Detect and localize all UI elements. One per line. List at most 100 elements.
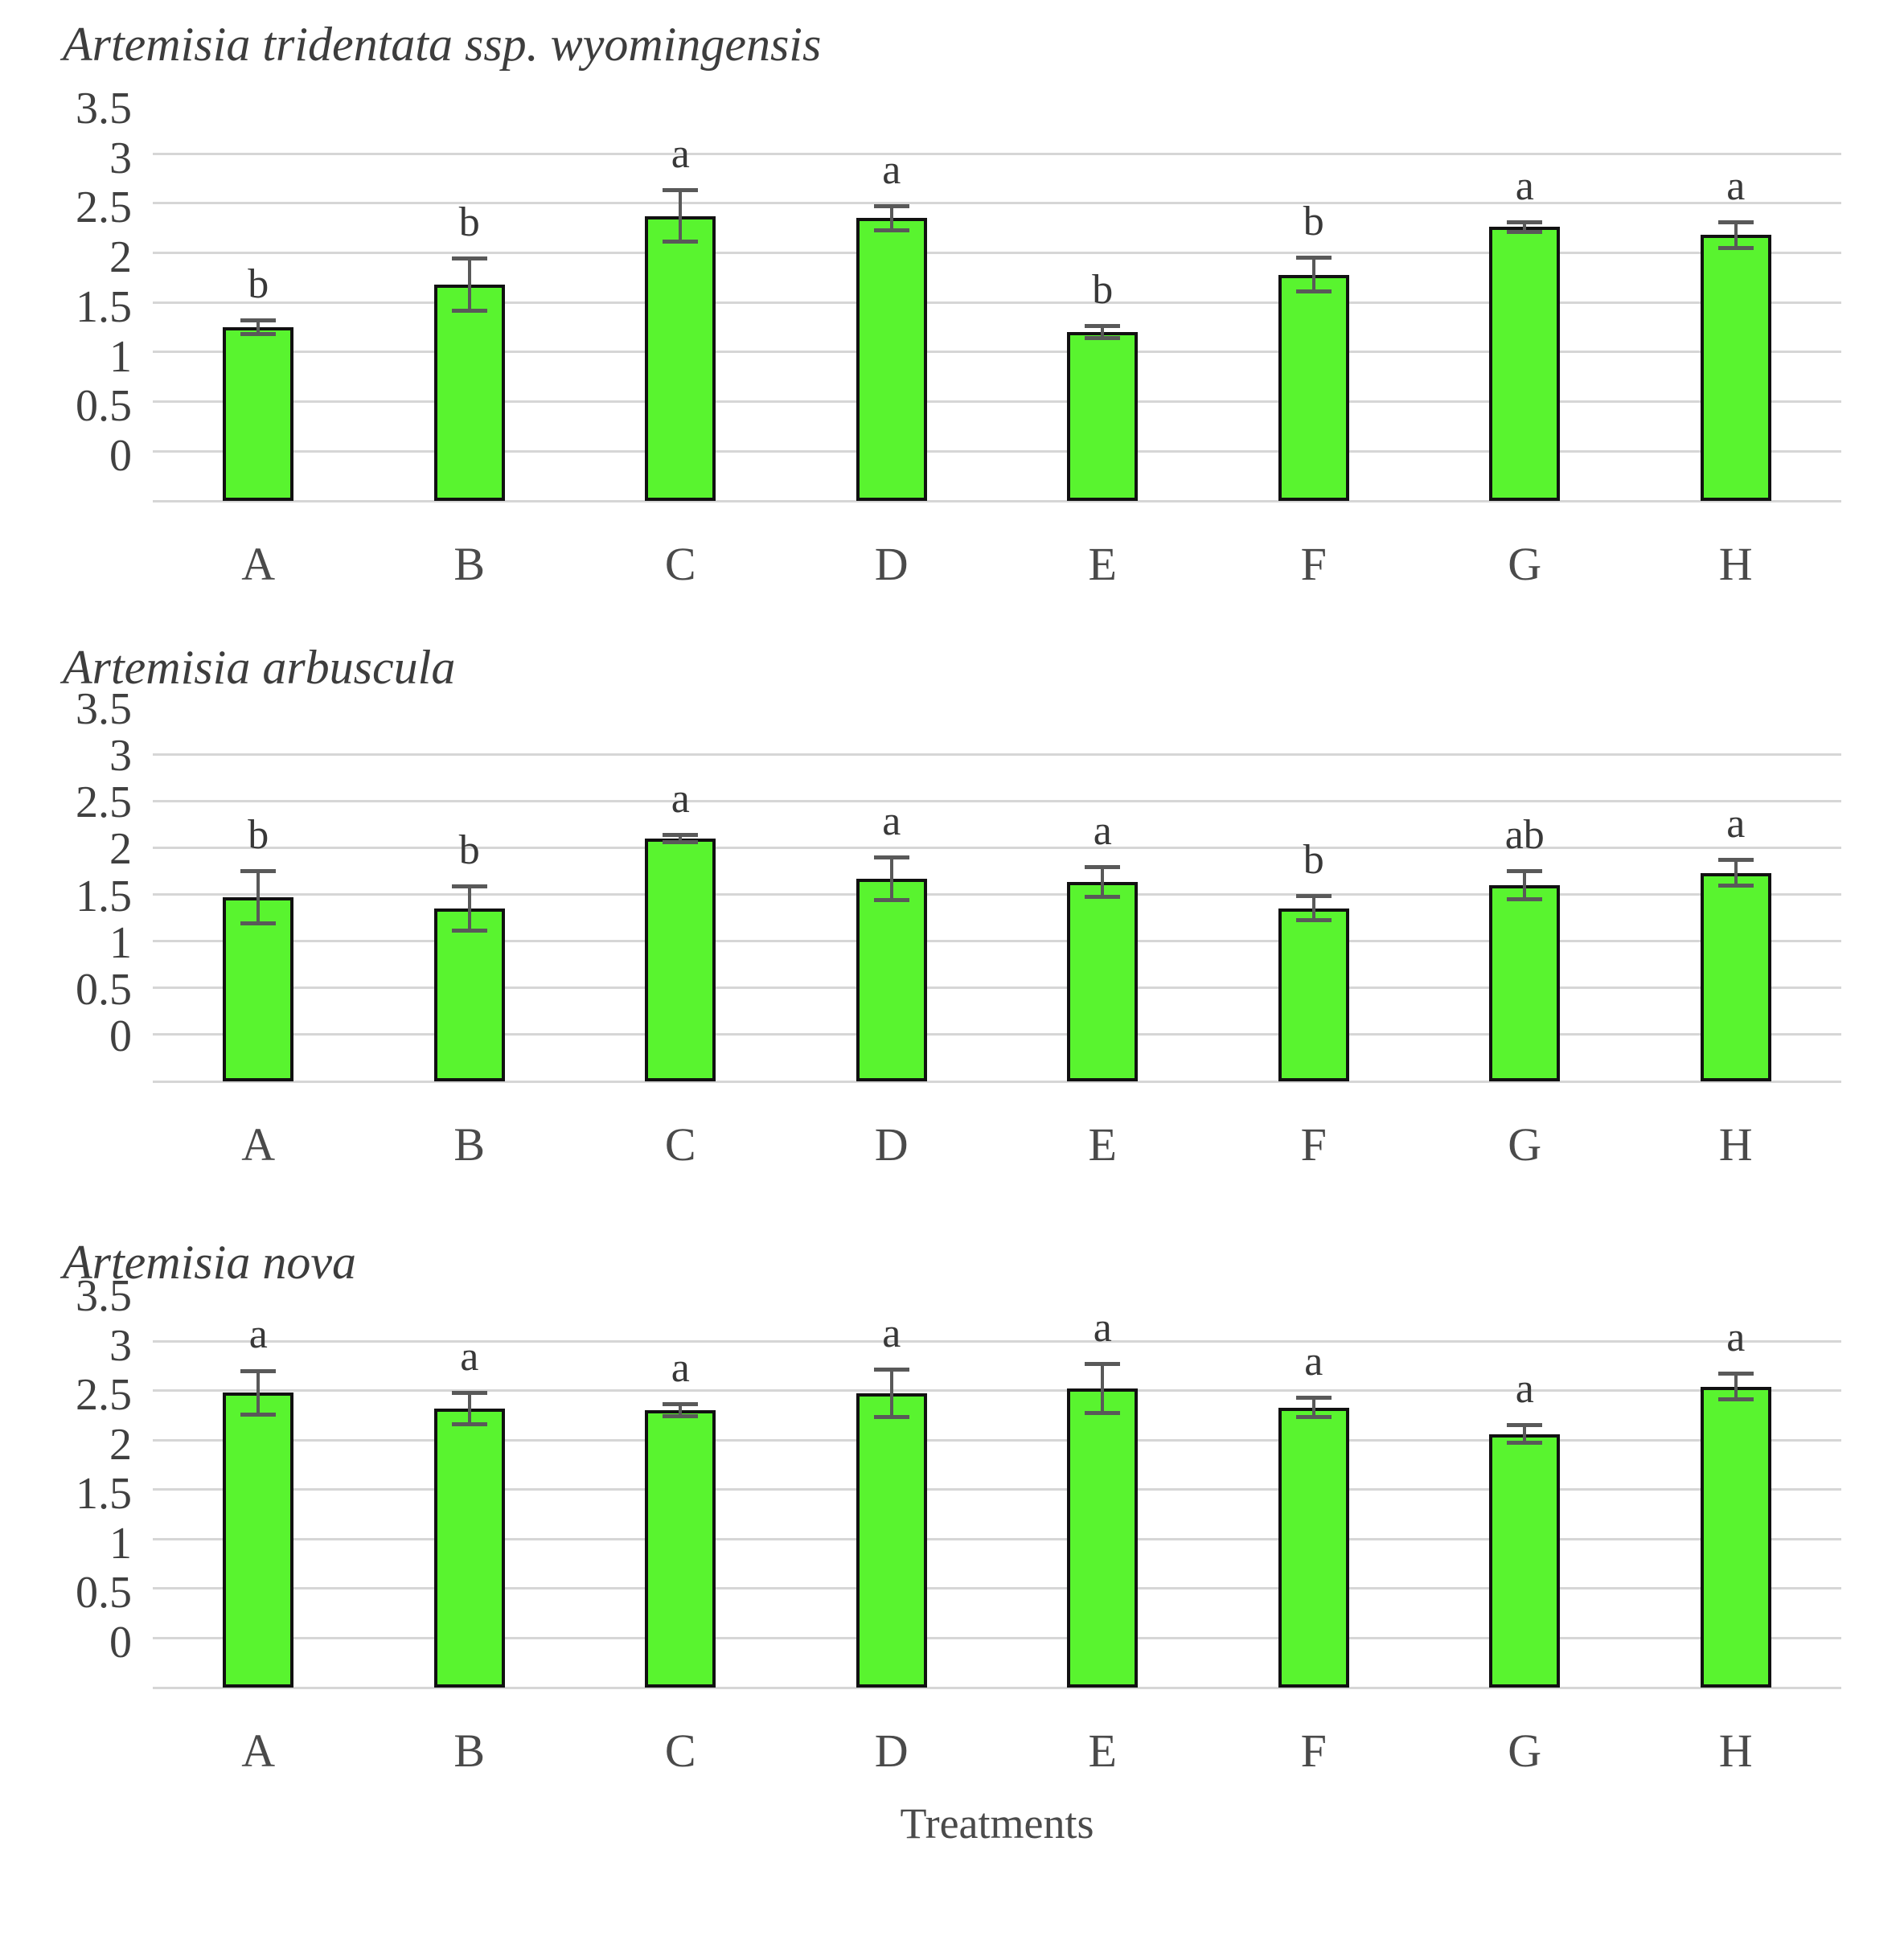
y-tick-label: 1 <box>109 917 132 968</box>
gridline <box>153 251 1841 254</box>
significance-letter: ab <box>1504 812 1545 859</box>
error-bar <box>451 884 487 933</box>
gridline <box>153 1537 1841 1540</box>
bar <box>1067 882 1139 1081</box>
error-bar-cap-bottom <box>1295 1415 1332 1420</box>
gridline <box>153 1033 1841 1036</box>
error-bar-line <box>467 1390 471 1426</box>
bar <box>645 838 716 1081</box>
gridline <box>153 1587 1841 1590</box>
error-bar-cap-top <box>873 1368 909 1372</box>
bar-slot: a <box>1208 1338 1420 1688</box>
error-bar <box>1295 894 1332 923</box>
error-bar-line <box>256 318 261 337</box>
significance-letter: b <box>1092 267 1114 314</box>
bar-slot: b <box>364 754 576 1081</box>
error-bar <box>1507 219 1543 234</box>
plot-area: b b a a a b ab a <box>153 753 1841 1083</box>
y-axis: 0 0.5 1 1.5 2 2.5 3 3.5 <box>0 687 153 1081</box>
x-tick-label: G <box>1508 538 1542 590</box>
error-bar-cap-bottom <box>1717 1397 1754 1402</box>
gridline <box>153 1080 1841 1083</box>
x-tick-label: C <box>664 538 696 590</box>
chart-row: 0 0.5 1 1.5 2 2.5 3 3.5 b b a a b b a a <box>0 86 1904 502</box>
significance-letter: a <box>1304 1338 1323 1384</box>
error-bar-line <box>679 832 683 844</box>
plot-area: b b a a b b a a <box>153 133 1841 502</box>
x-tick-label: G <box>1508 1725 1542 1777</box>
error-bar-cap-bottom <box>873 228 909 232</box>
error-bar-line <box>1523 1423 1527 1446</box>
gridline <box>153 1438 1841 1442</box>
significance-letter: a <box>1093 1304 1112 1351</box>
x-tick-label: C <box>664 1725 696 1777</box>
error-bar-line <box>1523 869 1527 901</box>
bar-slot: a <box>786 149 998 501</box>
bar-slot: b <box>1208 754 1420 1081</box>
error-bar <box>1507 869 1543 901</box>
y-tick-label: 1.5 <box>76 871 132 921</box>
error-bar-line <box>1101 324 1105 341</box>
bar <box>433 284 505 501</box>
gridline <box>153 986 1841 990</box>
gridline <box>153 846 1841 849</box>
error-bar-line <box>467 884 471 933</box>
y-tick-label: 2.5 <box>76 1370 132 1421</box>
y-tick-label: 2.5 <box>76 777 132 828</box>
error-bar <box>663 832 699 844</box>
gridline <box>153 1389 1841 1393</box>
x-axis-labels: A B C D E F G H <box>153 1723 1841 1787</box>
x-tick-label: D <box>874 1725 909 1777</box>
bar-slot: a <box>153 1314 364 1688</box>
significance-letter: a <box>1515 162 1534 209</box>
error-bar-cap-bottom <box>663 839 699 844</box>
error-bar <box>1085 865 1121 900</box>
bar-slot: a <box>997 1306 1208 1688</box>
chart-section-wyomingensis: Artemisia tridentata ssp. wyomingensis 0… <box>0 14 1904 601</box>
error-bar-line <box>889 1368 893 1420</box>
error-bar-line <box>467 256 471 313</box>
gridline <box>153 892 1841 896</box>
significance-letter: a <box>882 1310 901 1357</box>
error-bar-line <box>1101 1361 1105 1416</box>
bar <box>223 1393 294 1688</box>
bar <box>645 215 716 501</box>
gridline <box>153 499 1841 502</box>
error-bar <box>1717 1372 1754 1402</box>
y-tick-label: 2 <box>109 824 132 875</box>
error-bar-cap-top <box>1717 1372 1754 1376</box>
error-bar-cap-bottom <box>1717 245 1754 250</box>
error-bar-line <box>1523 219 1527 234</box>
error-bar-cap-bottom <box>1507 229 1543 234</box>
error-bar <box>240 318 277 337</box>
bar-slot: b <box>364 154 576 501</box>
chart-row: 0 0.5 1 1.5 2 2.5 3 3.5 a a a a a a a a <box>0 1274 1904 1689</box>
significance-letter: a <box>671 775 690 822</box>
error-bar-line <box>1311 894 1315 923</box>
significance-letter: a <box>1726 1315 1746 1361</box>
gridline <box>153 799 1841 802</box>
bar <box>433 908 505 1081</box>
bar <box>856 1393 927 1688</box>
error-bar-line <box>1734 858 1738 888</box>
bar <box>1489 884 1561 1081</box>
y-tick-label: 1.5 <box>76 1469 132 1520</box>
error-bar-cap-top <box>240 1368 277 1373</box>
error-bar-cap-top <box>1717 219 1754 224</box>
bar-slot: a <box>786 1313 998 1688</box>
y-tick-label: 0 <box>109 1618 132 1667</box>
gridline <box>153 449 1841 453</box>
error-bar-cap-top <box>1507 219 1543 224</box>
y-tick-label: 1 <box>109 331 132 382</box>
y-axis: 0 0.5 1 1.5 2 2.5 3 3.5 <box>0 1274 153 1688</box>
error-bar-cap-top <box>873 855 909 859</box>
y-tick-label: 0.5 <box>76 381 132 432</box>
significance-letter: a <box>671 131 690 178</box>
error-bar-cap-bottom <box>1717 884 1754 888</box>
bar <box>1278 1407 1349 1688</box>
bar <box>1700 1386 1771 1688</box>
error-bar-cap-bottom <box>451 1421 487 1426</box>
error-bar-cap-top <box>451 1390 487 1395</box>
y-tick-label: 3.5 <box>76 684 132 734</box>
bar-slot: a <box>575 754 786 1081</box>
